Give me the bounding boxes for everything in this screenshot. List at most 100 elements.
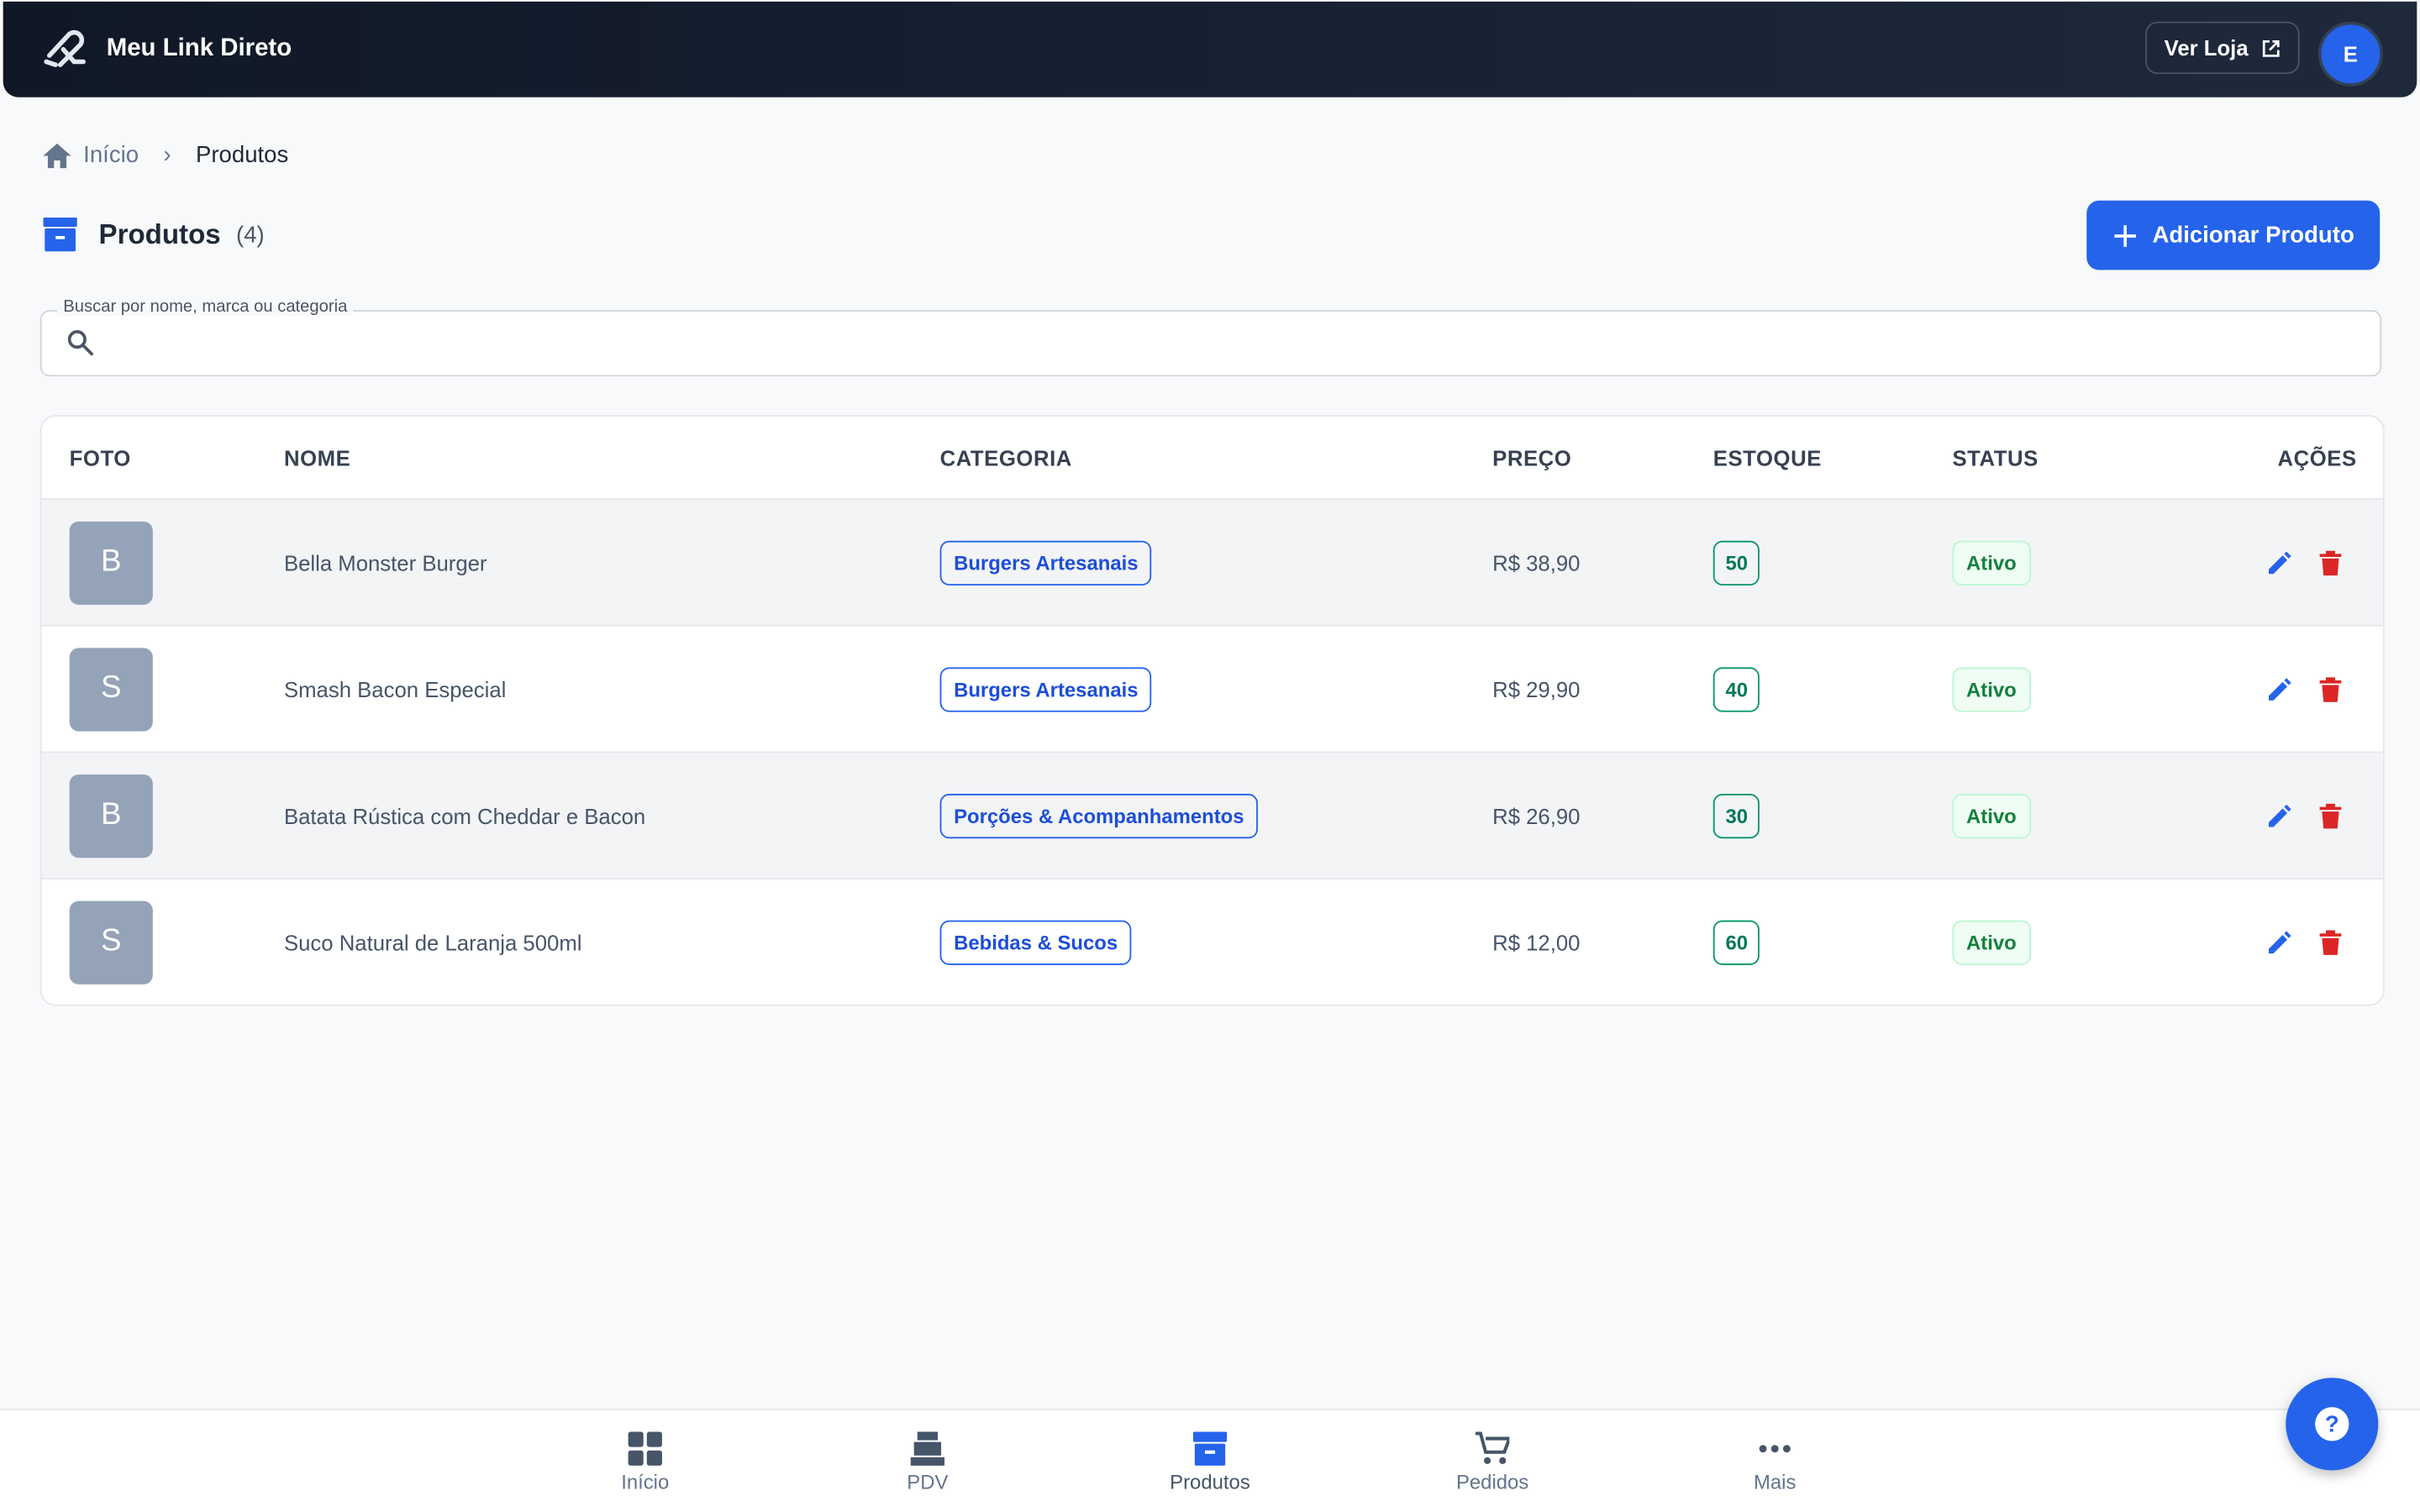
- actions: [2265, 801, 2343, 829]
- view-store-button[interactable]: Ver Loja: [2145, 21, 2300, 75]
- external-icon: [2262, 39, 2280, 56]
- stock-cell: 60: [1712, 919, 1760, 964]
- search-icon: [67, 330, 94, 356]
- stock-chip: 60: [1712, 919, 1760, 964]
- avatar[interactable]: E: [2317, 21, 2383, 87]
- nav-icon: [910, 1431, 945, 1466]
- delete-button[interactable]: [2318, 549, 2343, 576]
- category-chip: Porções & Acompanhamentos: [939, 793, 1259, 838]
- category-cell: Burgers Artesanais: [939, 539, 1153, 585]
- top-bar: Meu Link Direto Ver Loja E: [3, 1, 2417, 97]
- nav-label: Início: [621, 1470, 670, 1494]
- plus-icon: [2113, 224, 2136, 246]
- photo-cell: B: [69, 520, 153, 605]
- photo-placeholder: B: [69, 520, 153, 605]
- table-row: B Bella Monster Burger Burgers Artesanais R…: [41, 498, 2383, 625]
- photo-placeholder: S: [69, 900, 153, 984]
- table-header: FOTO NOME CATEGORIA PREÇO ESTOQUE STATUS AÇÕES: [42, 417, 2383, 498]
- nav-item[interactable]: Pedidos: [1415, 1431, 1570, 1494]
- column-header: PREÇO: [1492, 444, 1572, 470]
- status-cell: Ativo: [1952, 793, 2031, 838]
- stock-chip: 40: [1712, 666, 1760, 711]
- column-header: AÇÕES: [2277, 444, 2357, 470]
- nav-icon: [628, 1431, 662, 1466]
- nav-label: Mais: [1754, 1470, 1797, 1494]
- table-row: S Smash Bacon Especial Burgers Artesanais R…: [41, 624, 2383, 752]
- add-product-button[interactable]: Adicionar Produto: [2086, 200, 2381, 270]
- table-row: B Batata Rústica com Cheddar e Bacon Porçõ…: [41, 751, 2383, 879]
- nav-item[interactable]: PDV: [850, 1431, 1005, 1494]
- help-icon: ?: [2315, 1407, 2349, 1441]
- delete-button[interactable]: [2318, 675, 2343, 703]
- column-header: FOTO: [69, 444, 131, 470]
- photo-cell: S: [69, 647, 153, 731]
- edit-button[interactable]: [2265, 801, 2293, 829]
- breadcrumb: Início › Produtos: [43, 142, 288, 168]
- count: (4): [236, 221, 265, 248]
- help-button[interactable]: ?: [2286, 1378, 2379, 1471]
- price: R$ 29,90: [1492, 676, 1581, 701]
- nav-item[interactable]: Início: [568, 1431, 723, 1494]
- nav-item[interactable]: Mais: [1697, 1431, 1852, 1494]
- actions: [2265, 928, 2343, 956]
- separator: ›: [163, 141, 171, 169]
- bottom-nav: Início PDV Produtos Pedidos Mais: [0, 1408, 2420, 1512]
- page-heading: Produtos (4): [43, 217, 265, 252]
- search-field[interactable]: Buscar por nome, marca ou categoria: [39, 297, 2382, 377]
- brand: Meu Link Direto: [106, 35, 292, 62]
- column-header: CATEGORIA: [939, 444, 1072, 470]
- photo-placeholder: S: [69, 647, 153, 731]
- delete-button[interactable]: [2318, 928, 2343, 956]
- price: R$ 26,90: [1492, 803, 1581, 828]
- product-name: Suco Natural de Laranja 500ml: [283, 929, 582, 955]
- logo: [44, 29, 86, 67]
- nav-label: PDV: [907, 1470, 949, 1494]
- column-header: ESTOQUE: [1712, 444, 1822, 470]
- nav-icon: [1475, 1431, 1510, 1464]
- page-title: Produtos: [98, 218, 221, 249]
- price: R$ 38,90: [1492, 549, 1581, 575]
- nav-icon: [1759, 1445, 1791, 1453]
- edit-button[interactable]: [2265, 928, 2293, 956]
- status-cell: Ativo: [1952, 666, 2031, 711]
- actions: [2265, 549, 2343, 576]
- column-header: NOME: [283, 444, 351, 470]
- column-header: STATUS: [1952, 444, 2039, 470]
- status-chip: Ativo: [1952, 539, 2031, 585]
- stock-chip: 30: [1712, 793, 1760, 838]
- product-name: Smash Bacon Especial: [283, 676, 507, 701]
- status-cell: Ativo: [1952, 919, 2031, 964]
- category-cell: Bebidas & Sucos: [939, 919, 1132, 964]
- edit-button[interactable]: [2265, 675, 2293, 703]
- product-name: Batata Rústica com Cheddar e Bacon: [283, 803, 646, 828]
- home-icon: [43, 142, 71, 168]
- nav-item[interactable]: Produtos: [1133, 1431, 1287, 1494]
- stock-cell: 30: [1712, 793, 1760, 838]
- category-cell: Burgers Artesanais: [939, 666, 1153, 711]
- add-label: Adicionar Produto: [2152, 222, 2354, 249]
- nav-icon: [1192, 1431, 1228, 1466]
- status-chip: Ativo: [1952, 793, 2031, 838]
- category-cell: Porções & Acompanhamentos: [939, 793, 1259, 838]
- category-chip: Bebidas & Sucos: [939, 919, 1132, 964]
- status-chip: Ativo: [1952, 666, 2031, 711]
- stock-cell: 40: [1712, 666, 1760, 711]
- category-chip: Burgers Artesanais: [939, 666, 1153, 711]
- status-chip: Ativo: [1952, 919, 2031, 964]
- photo-placeholder: B: [69, 774, 153, 858]
- edit-button[interactable]: [2265, 549, 2293, 576]
- view-store-label: Ver Loja: [2164, 35, 2249, 60]
- box-icon: [43, 217, 77, 252]
- breadcrumb-current: Produtos: [196, 141, 289, 169]
- search-label: Buscar por nome, marca ou categoria: [56, 297, 354, 317]
- delete-button[interactable]: [2318, 801, 2343, 829]
- table-row: S Suco Natural de Laranja 500ml Bebidas & …: [41, 878, 2383, 1005]
- product-table: FOTO NOME CATEGORIA PREÇO ESTOQUE STATUS AÇÕES…: [39, 415, 2385, 1006]
- actions: [2265, 675, 2343, 703]
- stock-chip: 50: [1712, 539, 1760, 585]
- breadcrumb-home[interactable]: Início: [83, 141, 139, 169]
- photo-cell: S: [69, 900, 153, 984]
